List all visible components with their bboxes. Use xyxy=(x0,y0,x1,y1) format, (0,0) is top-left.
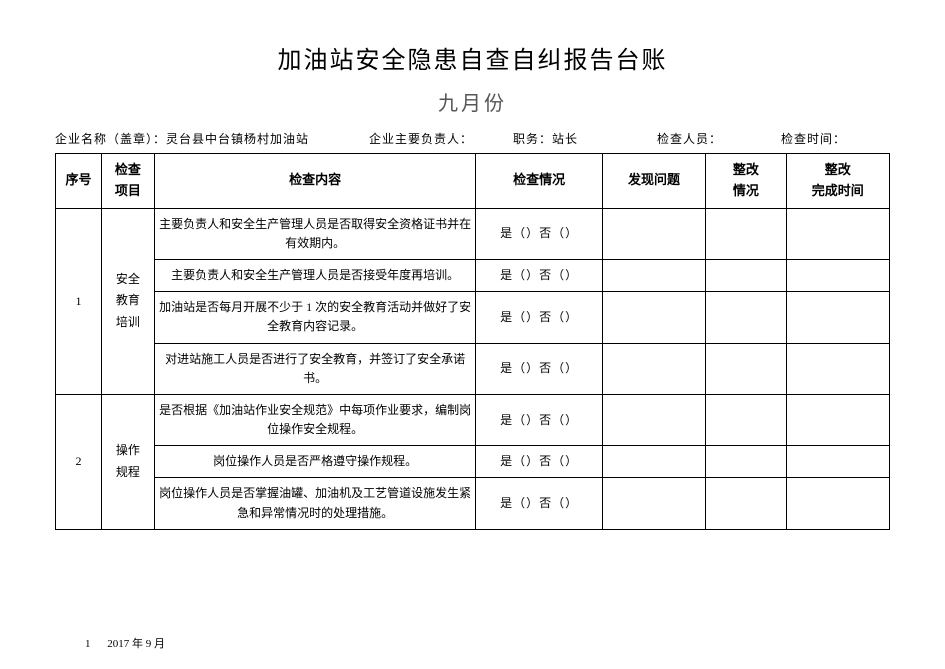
table-row: 主要负责人和安全生产管理人员是否接受年度再培训。是（）否（） xyxy=(56,259,890,291)
cell-rectify xyxy=(706,259,786,291)
cell-complete-time xyxy=(786,478,889,529)
manager-label: 企业主要负责人： xyxy=(369,132,473,146)
page-title: 加油站安全隐患自查自纠报告台账 xyxy=(55,40,890,75)
cell-content: 加油站是否每月开展不少于 1 次的安全教育活动并做好了安全教育内容记录。 xyxy=(154,292,476,343)
table-row: 2操作规程是否根据《加油站作业安全规范》中每项作业要求，编制岗位操作安全规程。是… xyxy=(56,394,890,445)
company-value: 灵台县中台镇杨村加油站 xyxy=(166,132,309,146)
table-row: 岗位操作人员是否掌握油罐、加油机及工艺管道设施发生紧急和异常情况时的处理措施。是… xyxy=(56,478,890,529)
cell-content: 是否根据《加油站作业安全规范》中每项作业要求，编制岗位操作安全规程。 xyxy=(154,394,476,445)
table-body: 1安全教育培训主要负责人和安全生产管理人员是否取得安全资格证书并在有效期内。是（… xyxy=(56,208,890,529)
cell-check: 是（）否（） xyxy=(476,208,602,259)
cell-complete-time xyxy=(786,208,889,259)
cell-complete-time xyxy=(786,292,889,343)
header-issue: 发现问题 xyxy=(602,154,705,209)
cell-complete-time xyxy=(786,394,889,445)
cell-issue xyxy=(602,343,705,394)
table-row: 加油站是否每月开展不少于 1 次的安全教育活动并做好了安全教育内容记录。是（）否… xyxy=(56,292,890,343)
time-label: 检查时间： xyxy=(781,132,846,146)
cell-check: 是（）否（） xyxy=(476,478,602,529)
inspection-table: 序号 检查 项目 检查内容 检查情况 发现问题 整改 情况 整改 完成时间 1安… xyxy=(55,153,890,530)
cell-content: 主要负责人和安全生产管理人员是否取得安全资格证书并在有效期内。 xyxy=(154,208,476,259)
cell-issue xyxy=(602,292,705,343)
cell-issue xyxy=(602,478,705,529)
cell-issue xyxy=(602,208,705,259)
cell-check: 是（）否（） xyxy=(476,343,602,394)
cell-check: 是（）否（） xyxy=(476,259,602,291)
header-seq: 序号 xyxy=(56,154,102,209)
cell-content: 岗位操作人员是否严格遵守操作规程。 xyxy=(154,446,476,478)
company-label: 企业名称（盖章）： xyxy=(55,132,166,146)
cell-check: 是（）否（） xyxy=(476,292,602,343)
position-label: 职务： xyxy=(513,132,552,146)
cell-category: 操作规程 xyxy=(101,394,154,529)
position-value: 站长 xyxy=(552,132,578,146)
cell-check: 是（）否（） xyxy=(476,394,602,445)
cell-rectify xyxy=(706,394,786,445)
cell-content: 对进站施工人员是否进行了安全教育，并签订了安全承诺书。 xyxy=(154,343,476,394)
table-header-row: 序号 检查 项目 检查内容 检查情况 发现问题 整改 情况 整改 完成时间 xyxy=(56,154,890,209)
header-rectify: 整改 情况 xyxy=(706,154,786,209)
cell-check: 是（）否（） xyxy=(476,446,602,478)
header-check: 检查情况 xyxy=(476,154,602,209)
table-row: 1安全教育培训主要负责人和安全生产管理人员是否取得安全资格证书并在有效期内。是（… xyxy=(56,208,890,259)
cell-complete-time xyxy=(786,446,889,478)
cell-category: 安全教育培训 xyxy=(101,208,154,394)
cell-seq: 1 xyxy=(56,208,102,394)
page-footer: 1 2017 年 9 月 xyxy=(85,635,165,651)
cell-complete-time xyxy=(786,343,889,394)
footer-date: 2017 年 9 月 xyxy=(107,638,165,650)
cell-complete-time xyxy=(786,259,889,291)
cell-issue xyxy=(602,394,705,445)
cell-rectify xyxy=(706,446,786,478)
meta-line: 企业名称（盖章）：灵台县中台镇杨村加油站 企业主要负责人： 职务：站长 检查人员… xyxy=(55,130,890,147)
cell-content: 岗位操作人员是否掌握油罐、加油机及工艺管道设施发生紧急和异常情况时的处理措施。 xyxy=(154,478,476,529)
table-row: 对进站施工人员是否进行了安全教育，并签订了安全承诺书。是（）否（） xyxy=(56,343,890,394)
cell-rectify xyxy=(706,292,786,343)
cell-rectify xyxy=(706,478,786,529)
cell-content: 主要负责人和安全生产管理人员是否接受年度再培训。 xyxy=(154,259,476,291)
cell-rectify xyxy=(706,208,786,259)
page-subtitle: 九月份 xyxy=(55,87,890,116)
cell-seq: 2 xyxy=(56,394,102,529)
cell-issue xyxy=(602,259,705,291)
header-complete: 整改 完成时间 xyxy=(786,154,889,209)
inspector-label: 检查人员： xyxy=(657,132,722,146)
cell-rectify xyxy=(706,343,786,394)
header-content: 检查内容 xyxy=(154,154,476,209)
table-row: 岗位操作人员是否严格遵守操作规程。是（）否（） xyxy=(56,446,890,478)
cell-issue xyxy=(602,446,705,478)
footer-page: 1 xyxy=(85,638,91,650)
header-category: 检查 项目 xyxy=(101,154,154,209)
